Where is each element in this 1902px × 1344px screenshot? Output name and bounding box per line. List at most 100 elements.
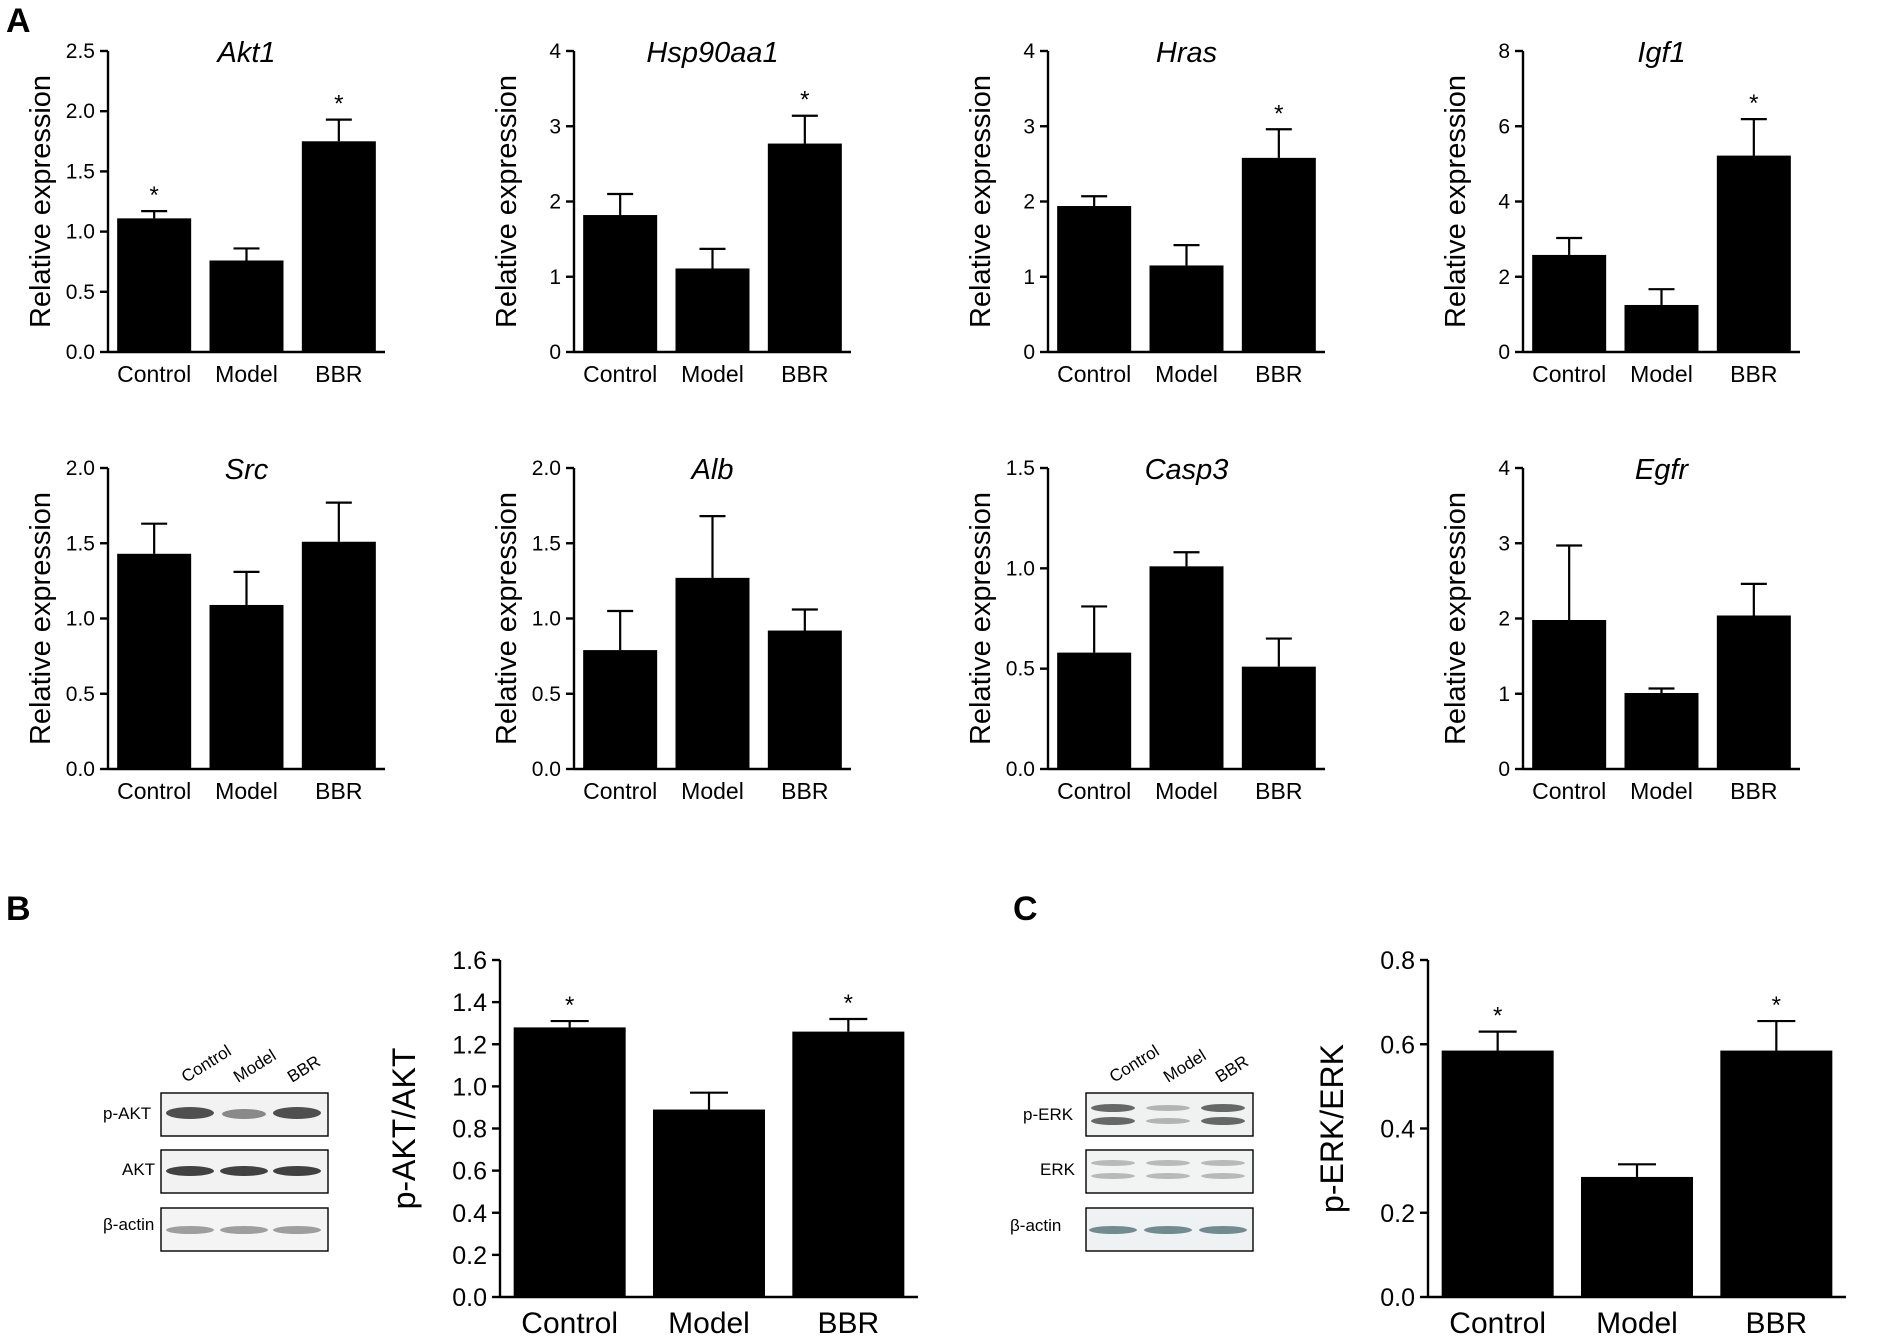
chart-title: Hras bbox=[1156, 37, 1217, 69]
x-tick-label-control: Control bbox=[521, 1307, 618, 1340]
y-tick-label: 3 bbox=[1023, 115, 1035, 138]
bar-model bbox=[209, 604, 284, 769]
y-tick-label: 2 bbox=[1498, 608, 1510, 631]
y-tick-label: 8 bbox=[1498, 40, 1510, 63]
erk-band-lower-bbr bbox=[1201, 1173, 1245, 1179]
actin-band-model-b bbox=[220, 1226, 268, 1234]
panel-letter-b: B bbox=[6, 890, 31, 928]
x-tick-label-model: Model bbox=[1155, 361, 1218, 387]
y-tick-label: 0 bbox=[549, 341, 561, 364]
y-axis-label: Relative expression bbox=[491, 492, 523, 745]
pakt-band-model bbox=[222, 1109, 266, 1119]
bar-bbr bbox=[767, 630, 842, 769]
y-tick-label: 2.0 bbox=[66, 100, 95, 123]
pakt-band-bbr bbox=[273, 1107, 321, 1119]
lane-label-model: Model bbox=[230, 1046, 279, 1087]
erk-blot-strip bbox=[1085, 1149, 1254, 1194]
chart-title: Egfr bbox=[1635, 454, 1690, 486]
y-tick-label: 4 bbox=[549, 40, 561, 63]
y-tick-label: 0.0 bbox=[532, 758, 561, 781]
perk-band-lower-model bbox=[1146, 1118, 1190, 1124]
y-tick-label: 1 bbox=[1023, 266, 1035, 289]
y-tick-label: 4 bbox=[1498, 191, 1510, 214]
significance-marker: * bbox=[1493, 1003, 1502, 1030]
bar-model bbox=[653, 1109, 765, 1297]
perk-band-lower-bbr bbox=[1201, 1117, 1245, 1125]
x-tick-label-model: Model bbox=[681, 361, 744, 387]
chart-title: Casp3 bbox=[1145, 454, 1229, 486]
bar-model bbox=[209, 260, 284, 352]
y-axis-label: p-AKT/AKT bbox=[386, 1048, 422, 1210]
y-axis-label: Relative expression bbox=[965, 75, 997, 328]
x-tick-label-control: Control bbox=[1057, 778, 1131, 804]
y-axis-label: Relative expression bbox=[25, 492, 57, 745]
significance-marker: * bbox=[800, 87, 809, 114]
erk-band-lower-model bbox=[1146, 1173, 1190, 1179]
chart-egfr: 0 1 2 3 4 Relative expression Egfr Control Model… bbox=[1440, 454, 1800, 804]
bar-bbr bbox=[1241, 157, 1316, 352]
bar-control bbox=[513, 1027, 626, 1297]
x-tick-label-control: Control bbox=[117, 361, 191, 387]
x-tick-label-control: Control bbox=[1532, 361, 1606, 387]
bar-bbr bbox=[301, 141, 376, 352]
x-tick-label-bbr: BBR bbox=[817, 1307, 879, 1340]
y-tick-label: 0.5 bbox=[1006, 658, 1035, 681]
y-tick-label: 1.0 bbox=[66, 221, 95, 244]
erk-band-upper-bbr bbox=[1201, 1160, 1245, 1166]
chart-perk: 0.0 0.2 0.4 0.6 0.8 p-ERK/ERK * Control Model * BB… bbox=[1314, 947, 1846, 1340]
panel-letter-a: A bbox=[6, 2, 31, 40]
y-tick-label: 3 bbox=[1498, 532, 1510, 555]
perk-band-upper-control bbox=[1091, 1104, 1135, 1112]
bar-control bbox=[1532, 620, 1607, 769]
bar-bbr bbox=[1241, 666, 1316, 769]
x-tick-label-control: Control bbox=[1057, 361, 1131, 387]
significance-marker: * bbox=[565, 992, 574, 1019]
x-tick-label-bbr: BBR bbox=[1745, 1307, 1807, 1340]
chart-title: Hsp90aa1 bbox=[646, 37, 778, 69]
significance-marker: * bbox=[1274, 100, 1283, 127]
y-tick-label: 0.0 bbox=[1006, 758, 1035, 781]
y-tick-label: 1.0 bbox=[1006, 557, 1035, 580]
y-tick-label: 1.4 bbox=[452, 989, 487, 1017]
perk-blot-strip bbox=[1085, 1092, 1254, 1137]
x-tick-label-bbr: BBR bbox=[1255, 778, 1302, 804]
bar-bbr bbox=[767, 143, 842, 352]
bar-control bbox=[1441, 1050, 1554, 1297]
y-axis-label: Relative expression bbox=[1440, 75, 1472, 328]
y-tick-label: 0 bbox=[1498, 758, 1510, 781]
perk-band-upper-bbr bbox=[1201, 1104, 1245, 1112]
y-tick-label: 2 bbox=[1498, 266, 1510, 289]
akt-band-bbr bbox=[273, 1166, 321, 1176]
x-tick-label-control: Control bbox=[583, 778, 657, 804]
blot-row-label-pakt: p-AKT bbox=[103, 1104, 151, 1123]
blot-row-label-erk: ERK bbox=[1040, 1160, 1076, 1179]
blot-row-label-actin-b: β-actin bbox=[103, 1215, 154, 1234]
y-tick-label: 0.6 bbox=[452, 1158, 487, 1186]
x-tick-label-model: Model bbox=[668, 1307, 750, 1340]
y-tick-label: 4 bbox=[1498, 457, 1510, 480]
actin-band-bbr-c bbox=[1199, 1226, 1247, 1234]
y-tick-label: 2.0 bbox=[532, 457, 561, 480]
y-axis-label: Relative expression bbox=[25, 75, 57, 328]
x-tick-label-bbr: BBR bbox=[781, 778, 828, 804]
y-tick-label: 1.5 bbox=[532, 532, 561, 555]
bar-bbr bbox=[301, 541, 376, 769]
actin-band-control-b bbox=[166, 1226, 214, 1234]
x-tick-label-control: Control bbox=[1532, 778, 1606, 804]
x-tick-label-model: Model bbox=[1630, 778, 1693, 804]
x-tick-label-bbr: BBR bbox=[1730, 778, 1777, 804]
blot-row-label-akt: AKT bbox=[122, 1160, 155, 1179]
y-tick-label: 1 bbox=[549, 266, 561, 289]
y-tick-label: 0 bbox=[1023, 341, 1035, 364]
perk-band-lower-control bbox=[1091, 1117, 1135, 1125]
bar-model bbox=[675, 577, 750, 769]
y-tick-label: 2.5 bbox=[66, 40, 95, 63]
akt-blot: Control Model BBR p-AKT AKT β-actin bbox=[103, 1041, 329, 1252]
x-tick-label-model: Model bbox=[215, 361, 278, 387]
chart-pakt: 0.0 0.2 0.4 0.6 0.8 1.0 1.2 1.4 1.6 p-AKT/AKT * Con… bbox=[386, 947, 918, 1340]
lane-label-control: Control bbox=[1106, 1041, 1163, 1086]
chart-hras: 0 1 2 3 4 Relative expression Hras Control Model… bbox=[965, 37, 1325, 387]
chart-alb: 0.0 0.5 1.0 1.5 2.0 Relative expression Alb Con… bbox=[491, 454, 851, 804]
bar-bbr bbox=[1720, 1050, 1833, 1297]
x-tick-label-model: Model bbox=[1155, 778, 1218, 804]
